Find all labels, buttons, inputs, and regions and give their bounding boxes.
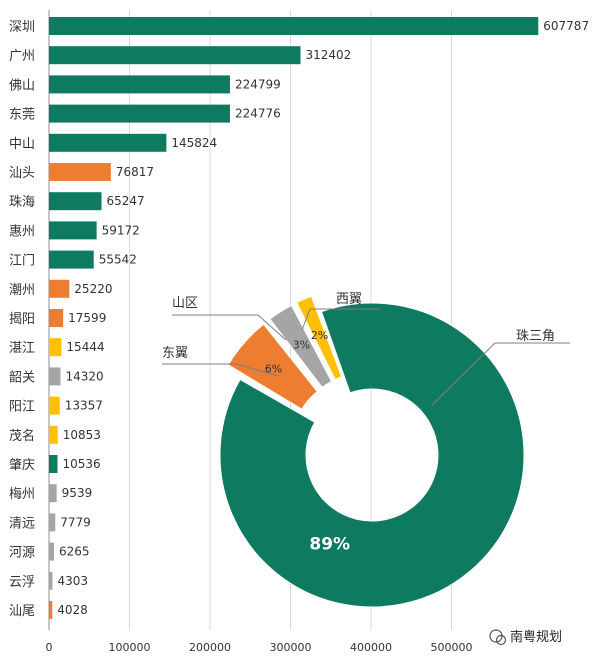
- bar: [49, 338, 62, 357]
- bar: [49, 309, 64, 327]
- bar: [49, 484, 57, 503]
- leader-line: [301, 308, 380, 331]
- data-label: 25220: [74, 282, 112, 296]
- bar: [49, 455, 58, 473]
- slice-percent-label: 6%: [265, 363, 282, 376]
- x-tick-label: 0: [46, 641, 53, 654]
- category-label: 湛江: [9, 341, 35, 356]
- category-label: 河源: [9, 546, 35, 561]
- bar: [49, 192, 102, 211]
- data-label: 9539: [62, 486, 93, 500]
- data-label: 4303: [57, 574, 88, 588]
- bar: [49, 17, 539, 35]
- category-label: 清远: [9, 516, 35, 531]
- category-label: 珠海: [9, 195, 35, 210]
- donut-slice: [296, 295, 343, 381]
- bar: [49, 601, 53, 619]
- leader-line: [431, 342, 570, 406]
- x-tick-label: 500000: [431, 641, 473, 654]
- bar: [49, 250, 94, 269]
- watermark-text: 南粤规划: [510, 629, 562, 645]
- category-label: 梅州: [9, 487, 35, 502]
- slice-category-label: 珠三角: [516, 329, 555, 344]
- category-label: 深圳: [9, 20, 35, 35]
- donut-slice: [227, 323, 318, 410]
- data-label: 15444: [66, 340, 104, 354]
- category-label: 汕头: [9, 166, 35, 181]
- bar: [49, 46, 301, 65]
- x-tick-label: 200000: [189, 641, 231, 654]
- category-label: 汕尾: [9, 604, 35, 619]
- slice-percent-label: 3%: [293, 339, 310, 352]
- bar: [49, 542, 55, 561]
- category-label: 揭阳: [9, 312, 35, 327]
- category-label: 佛山: [9, 78, 35, 93]
- data-label: 14320: [66, 369, 104, 383]
- slice-category-label: 山区: [172, 296, 198, 311]
- data-label: 10853: [63, 428, 101, 442]
- x-tick-label: 100000: [109, 641, 151, 654]
- category-label: 茂名: [9, 428, 35, 444]
- data-label: 4028: [57, 603, 88, 617]
- donut-slice: [269, 304, 333, 389]
- data-label: 65247: [107, 194, 145, 208]
- x-tick-label: 300000: [270, 641, 312, 654]
- data-label: 6265: [59, 545, 90, 559]
- bar: [49, 367, 61, 386]
- bar: [49, 133, 167, 152]
- category-label: 江门: [9, 254, 35, 269]
- bar: [49, 425, 58, 444]
- x-axis-ticks: 0 100000 200000 300000 400000 500000: [46, 641, 473, 654]
- data-label: 224776: [235, 107, 281, 121]
- bar-group: 深圳 607787 广州 312402 佛山 224799 东莞 224776 中山 145824…: [9, 17, 589, 619]
- bar: [49, 279, 70, 298]
- category-label: 云浮: [9, 575, 35, 590]
- data-label: 17599: [68, 311, 106, 325]
- category-label: 潮州: [9, 283, 35, 298]
- leader-line: [172, 314, 287, 341]
- bar: [49, 513, 56, 532]
- data-label: 607787: [543, 19, 589, 33]
- slice-percent-label: 89%: [309, 535, 350, 555]
- x-tick-label: 400000: [350, 641, 392, 654]
- category-label: 中山: [9, 137, 35, 152]
- data-label: 224799: [235, 77, 281, 91]
- leader-line: [162, 363, 279, 377]
- category-label: 韶关: [9, 369, 35, 385]
- slice-category-label: 西翼: [336, 292, 362, 307]
- data-label: 76817: [116, 165, 154, 179]
- data-label: 312402: [305, 48, 351, 62]
- bar: [49, 571, 53, 590]
- category-label: 广州: [9, 49, 35, 64]
- bar: [49, 163, 111, 181]
- data-label: 145824: [171, 136, 217, 150]
- data-label: 59172: [102, 223, 140, 237]
- donut-slice: [219, 302, 525, 608]
- bar: [49, 221, 97, 240]
- bar: [49, 75, 230, 94]
- category-label: 惠州: [9, 224, 35, 239]
- data-label: 13357: [65, 399, 103, 413]
- data-label: 10536: [62, 457, 100, 471]
- category-label: 肇庆: [9, 458, 35, 473]
- category-label: 东莞: [9, 108, 35, 123]
- category-label: 阳江: [9, 400, 35, 415]
- data-label: 7779: [60, 515, 91, 529]
- bar: [49, 104, 230, 123]
- wechat-icon-2: [495, 634, 507, 646]
- slice-category-label: 东翼: [162, 346, 188, 361]
- slice-percent-label: 2%: [311, 329, 328, 342]
- watermark: 南粤规划: [489, 629, 562, 646]
- bar: [49, 396, 60, 415]
- data-label: 55542: [99, 253, 137, 267]
